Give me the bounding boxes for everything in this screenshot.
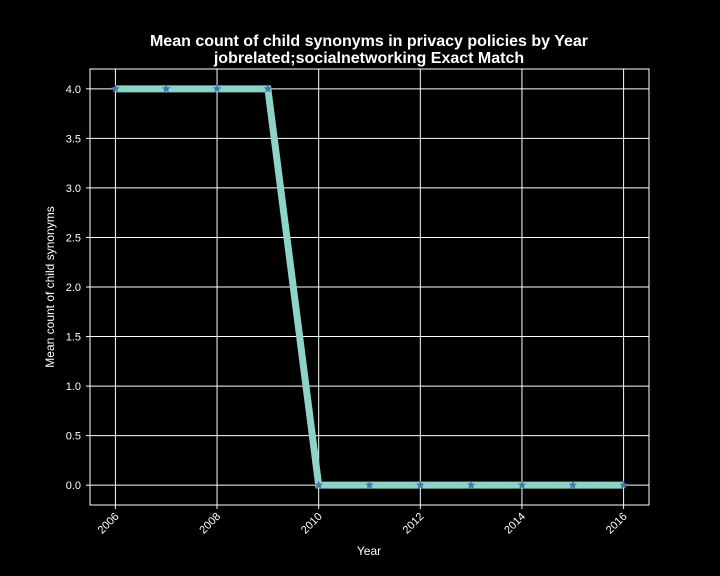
data-point <box>619 480 628 489</box>
y-tick-label: 3.0 <box>66 183 81 195</box>
data-point <box>111 84 120 93</box>
y-tick-label: 0.0 <box>66 480 81 492</box>
y-tick-label: 4.0 <box>66 84 81 96</box>
chart-subtitle: jobrelated;socialnetworking Exact Match <box>213 50 524 67</box>
y-tick-label: 1.5 <box>66 332 81 344</box>
data-point <box>568 480 578 489</box>
series-layer <box>111 84 628 489</box>
x-axis-label: Year <box>357 544 381 558</box>
y-tick-label: 3.5 <box>66 133 81 145</box>
chart-title: Mean count of child synonyms in privacy … <box>150 33 588 50</box>
data-point <box>314 480 323 489</box>
y-tick-label: 0.5 <box>66 431 81 443</box>
y-tick-label: 1.0 <box>66 381 81 393</box>
data-point <box>517 480 527 489</box>
y-axis-label: Mean count of child synonyms <box>43 206 57 367</box>
y-tick-label: 2.5 <box>66 232 81 244</box>
y-axis-ticks: 0.0 0.5 1.0 1.5 2.0 2.5 3.0 3.5 4.0 <box>66 84 90 492</box>
data-point <box>263 84 273 93</box>
data-point <box>161 84 171 93</box>
data-point <box>365 480 374 489</box>
grid <box>90 69 649 505</box>
data-point <box>466 480 476 489</box>
data-point <box>212 84 222 93</box>
data-point <box>416 480 425 489</box>
y-tick-label: 2.0 <box>66 282 81 294</box>
